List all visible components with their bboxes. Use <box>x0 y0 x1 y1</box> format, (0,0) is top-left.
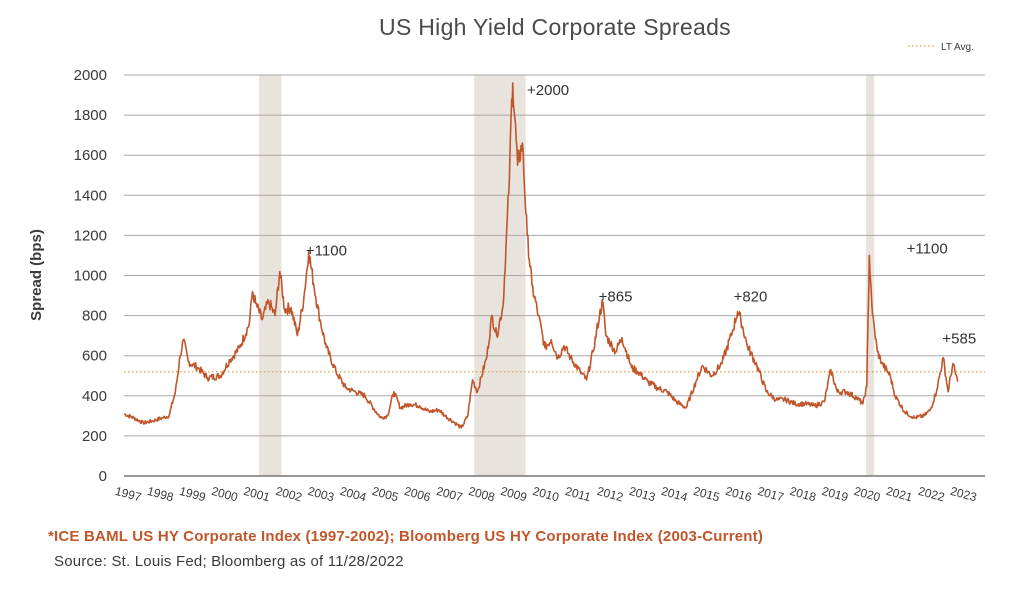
x-tick-2017: 2017 <box>756 484 786 505</box>
x-tick-1999: 1999 <box>178 484 208 505</box>
x-tick-2013: 2013 <box>628 484 658 505</box>
x-tick-2023: 2023 <box>949 484 979 505</box>
annotation-3: +820 <box>734 289 768 306</box>
x-tick-2002: 2002 <box>274 484 304 505</box>
x-tick-2012: 2012 <box>595 484 625 505</box>
legend-label: LT Avg. <box>941 42 974 53</box>
y-tick-600: 600 <box>82 348 107 365</box>
x-tick-2019: 2019 <box>820 484 850 505</box>
y-tick-1600: 1600 <box>74 147 107 164</box>
x-tick-2007: 2007 <box>435 484 465 505</box>
y-tick-200: 200 <box>82 428 107 445</box>
x-tick-1997: 1997 <box>114 484 144 505</box>
x-tick-2016: 2016 <box>724 484 754 505</box>
x-tick-2008: 2008 <box>467 484 497 505</box>
annotation-5: +585 <box>942 331 976 348</box>
x-tick-2014: 2014 <box>660 484 690 505</box>
y-tick-0: 0 <box>99 468 107 485</box>
grid-lines <box>124 74 985 477</box>
annotation-4: +1100 <box>907 240 948 257</box>
series-line <box>123 82 959 429</box>
annotations: +1100 +2000 +865 +820 +1100 +585 <box>306 82 976 348</box>
x-tick-2020: 2020 <box>852 484 882 505</box>
chart-title: US High Yield Corporate Spreads <box>379 14 731 40</box>
y-axis-label: Spread (bps) <box>28 229 45 321</box>
y-tick-1400: 1400 <box>74 187 107 204</box>
y-tick-1000: 1000 <box>74 268 107 285</box>
y-tick-800: 800 <box>82 308 107 325</box>
footnote: *ICE BAML US HY Corporate Index (1997-20… <box>48 528 764 545</box>
x-tick-1998: 1998 <box>146 484 176 505</box>
x-tick-2022: 2022 <box>917 484 947 505</box>
x-tick-2004: 2004 <box>338 484 368 505</box>
source-note: Source: St. Louis Fed; Bloomberg as of 1… <box>54 553 404 570</box>
x-tick-2003: 2003 <box>306 484 336 505</box>
x-tick-2005: 2005 <box>371 484 401 505</box>
y-tick-1800: 1800 <box>74 107 107 124</box>
x-tick-2009: 2009 <box>499 484 529 505</box>
x-tick-2018: 2018 <box>788 484 818 505</box>
x-tick-2015: 2015 <box>692 484 722 505</box>
x-tick-2000: 2000 <box>210 484 240 505</box>
x-tick-2010: 2010 <box>531 484 561 505</box>
y-tick-400: 400 <box>82 388 107 405</box>
x-tick-2011: 2011 <box>564 484 593 504</box>
y-tick-1200: 1200 <box>74 227 107 244</box>
x-tick-2006: 2006 <box>403 484 433 505</box>
annotation-0: +1100 <box>306 242 347 259</box>
x-tick-2021: 2021 <box>885 484 915 505</box>
legend: LT Avg. <box>908 42 974 53</box>
annotation-1: +2000 <box>527 82 569 99</box>
y-tick-2000: 2000 <box>74 67 107 84</box>
annotation-2: +865 <box>599 289 633 306</box>
x-tick-2001: 2001 <box>242 484 272 505</box>
x-axis-ticks: 1997 1998 1999 2000 2001 2002 2003 2004 2005 2006… <box>114 484 979 505</box>
